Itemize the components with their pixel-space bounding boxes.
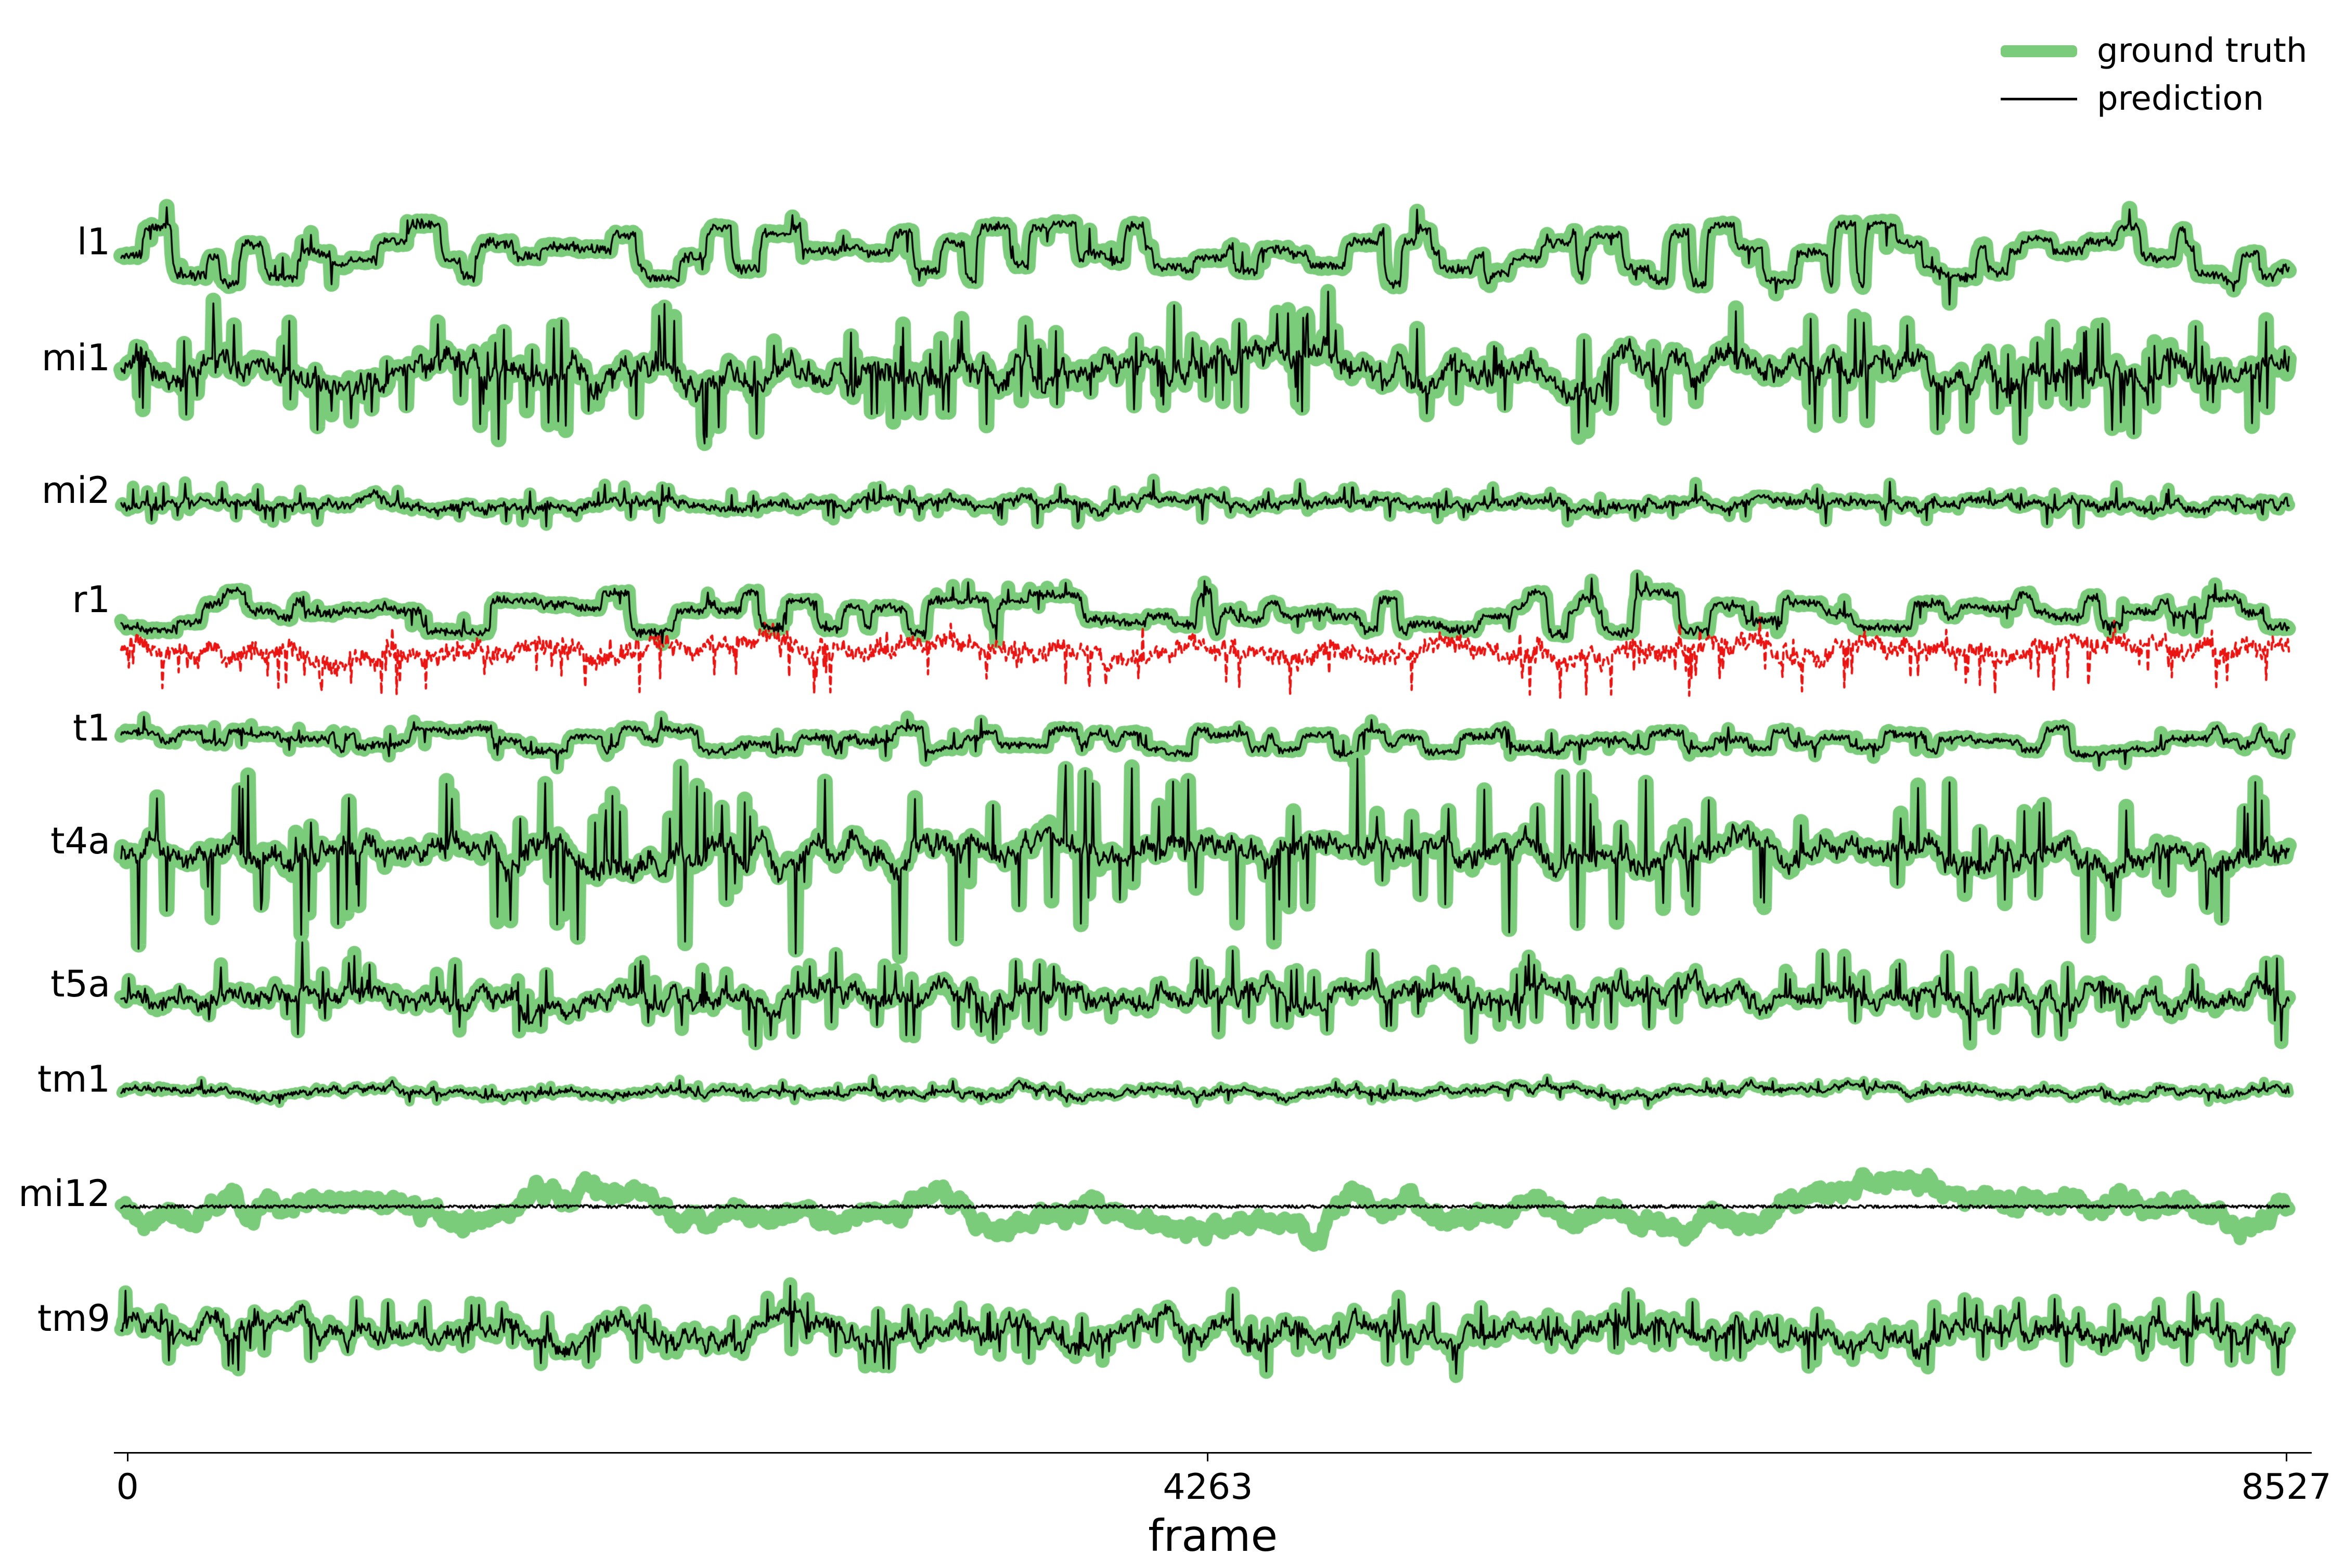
x-axis-tick-1	[1207, 1454, 1209, 1462]
row-label-tm9: tm9	[37, 1297, 110, 1340]
legend-label-ground-truth: ground truth	[2097, 32, 2308, 70]
x-tick-label-2: 8527	[2241, 1467, 2332, 1508]
x-axis-tick-2	[2285, 1454, 2287, 1462]
x-axis-tick-0	[126, 1454, 128, 1462]
row-label-r1: r1	[72, 578, 110, 621]
x-axis-line	[113, 1452, 2312, 1454]
x-tick-label-0: 0	[116, 1467, 139, 1508]
row-label-t1: t1	[73, 706, 110, 749]
row-label-l1: l1	[77, 220, 110, 263]
row-label-mi2: mi2	[41, 469, 110, 512]
x-axis-title: frame	[1148, 1510, 1278, 1562]
row-label-mi1: mi1	[41, 336, 110, 380]
x-tick-label-1: 4263	[1163, 1467, 1253, 1508]
legend-item-ground-truth: ground truth	[2001, 27, 2307, 75]
legend-item-prediction: prediction	[2001, 75, 2307, 123]
legend-label-prediction: prediction	[2097, 80, 2264, 118]
row-label-mi12: mi12	[18, 1172, 110, 1215]
row-label-tm1: tm1	[37, 1057, 110, 1100]
row-label-t4a: t4a	[50, 819, 110, 862]
prediction-swatch	[2001, 97, 2077, 100]
legend: ground truth prediction	[2001, 27, 2307, 123]
row-label-t5a: t5a	[50, 962, 110, 1005]
ground-truth-swatch	[2001, 45, 2077, 57]
